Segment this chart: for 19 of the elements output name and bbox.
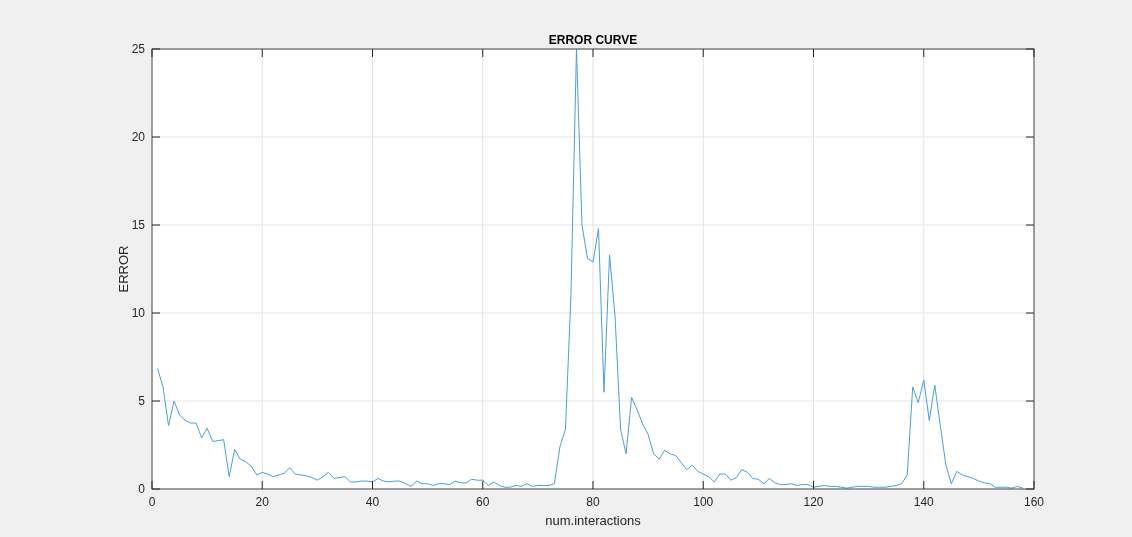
- y-tick-label: 0: [138, 482, 146, 496]
- x-tick-label: 160: [1023, 495, 1045, 509]
- x-tick-label: 120: [803, 495, 824, 509]
- y-tick-label: 15: [131, 218, 146, 232]
- y-tick-label: 10: [131, 306, 146, 320]
- y-tick-label: 25: [131, 42, 146, 56]
- x-tick-label: 0: [148, 495, 156, 509]
- y-axis-title: ERROR: [116, 245, 131, 293]
- x-tick-label: 60: [476, 495, 490, 509]
- y-tick-label: 5: [138, 394, 146, 408]
- x-tick-label: 20: [255, 495, 270, 509]
- y-tick-label: 20: [131, 130, 146, 144]
- x-axis-title: num.interactions: [545, 513, 642, 528]
- line-series: [157, 48, 1024, 489]
- chart-title: ERROR CURVE: [548, 33, 638, 47]
- x-tick-label: 140: [913, 495, 935, 509]
- x-tick-label: 100: [693, 495, 714, 509]
- x-tick-label: 80: [586, 495, 600, 509]
- x-tick-label: 40: [365, 495, 380, 509]
